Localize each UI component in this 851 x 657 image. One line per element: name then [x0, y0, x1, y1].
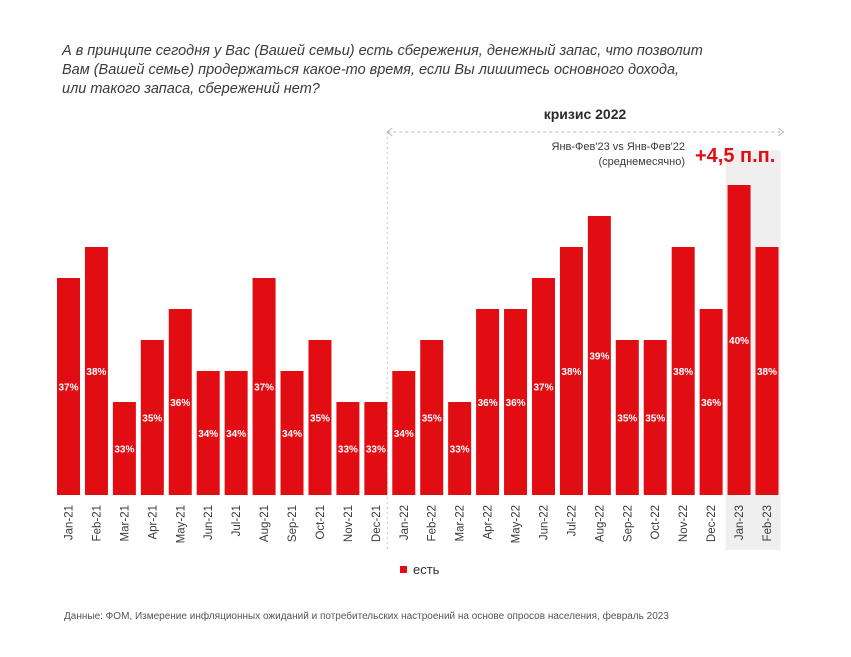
x-tick-label: Jun-22 — [538, 505, 550, 540]
bar — [252, 278, 276, 495]
bar — [308, 340, 332, 495]
bar — [755, 247, 779, 495]
legend: есть — [400, 562, 439, 577]
legend-swatch — [400, 566, 407, 573]
delta-value: +4,5 п.п. — [695, 145, 776, 167]
data-label: 35% — [645, 414, 665, 425]
x-tick-label: Feb-22 — [427, 505, 439, 541]
data-label: 33% — [338, 445, 358, 456]
x-tick-label: Nov-21 — [343, 505, 355, 542]
bar — [671, 247, 695, 495]
x-tick-label: Oct-22 — [650, 505, 662, 540]
data-label: 36% — [170, 398, 190, 409]
x-tick-label: May-21 — [175, 505, 187, 543]
bar — [84, 247, 108, 495]
data-label: 35% — [617, 414, 637, 425]
x-tick-label: Sep-22 — [622, 505, 634, 542]
source-note: Данные: ФОМ, Измерение инфляционных ожид… — [64, 611, 669, 622]
bar — [531, 278, 555, 495]
bar — [57, 278, 80, 495]
comparison-line: (среднемесячно) — [598, 156, 686, 168]
x-tick-label: Sep-21 — [287, 505, 299, 542]
data-label: 34% — [226, 429, 246, 440]
x-tick-label: Feb-23 — [762, 505, 774, 541]
x-tick-label: Apr-21 — [147, 505, 159, 540]
crisis-bracket-arrow-right — [778, 127, 785, 137]
x-tick-label: Jun-21 — [203, 505, 215, 540]
data-label: 38% — [86, 367, 106, 378]
comparison-line: Янв-Фев'23 vs Янв-Фев'22 — [551, 141, 685, 153]
x-tick-label: Dec-22 — [706, 505, 718, 542]
x-tick-label: Jul-22 — [566, 505, 578, 536]
data-label: 37% — [58, 383, 78, 394]
bar — [448, 402, 472, 495]
bar — [224, 371, 248, 495]
data-label: 34% — [394, 429, 414, 440]
data-label: 33% — [366, 445, 386, 456]
data-label: 33% — [450, 445, 470, 456]
data-label: 36% — [478, 398, 498, 409]
x-tick-label: Jan-23 — [734, 505, 746, 540]
x-tick-label: Apr-22 — [483, 505, 495, 540]
data-label: 34% — [198, 429, 218, 440]
bar — [643, 340, 667, 495]
data-label: 35% — [310, 414, 330, 425]
question-line: Вам (Вашей семье) продержаться какое-то … — [62, 62, 680, 78]
x-tick-label: Feb-21 — [91, 505, 103, 541]
question-line: А в принципе сегодня у Вас (Вашей семьи)… — [62, 43, 703, 59]
data-label: 34% — [282, 429, 302, 440]
data-label: 33% — [114, 445, 134, 456]
x-tick-label: Dec-21 — [371, 505, 383, 542]
x-tick-label: Jan-21 — [64, 505, 76, 540]
comparison-note: Янв-Фев'23 vs Янв-Фев'22 (среднемесячно) — [520, 140, 685, 170]
data-label: 38% — [561, 367, 581, 378]
question-text: А в принципе сегодня у Вас (Вашей семьи)… — [62, 42, 742, 99]
x-tick-label: Nov-22 — [678, 505, 690, 542]
bar — [336, 402, 360, 495]
x-tick-label: Mar-22 — [455, 505, 467, 541]
data-label: 37% — [533, 383, 553, 394]
x-tick-label: Aug-21 — [259, 505, 271, 542]
crisis-label: кризис 2022 — [543, 106, 627, 122]
data-label: 38% — [757, 367, 777, 378]
bar — [699, 309, 723, 495]
bar — [476, 309, 500, 495]
bar — [392, 371, 416, 495]
bar — [504, 309, 528, 495]
x-tick-label: Oct-21 — [315, 505, 327, 540]
x-tick-label: May-22 — [511, 505, 523, 543]
data-label: 36% — [701, 398, 721, 409]
bar — [587, 216, 611, 495]
question-line: или такого запаса, сбережений нет? — [62, 81, 320, 97]
data-label: 35% — [422, 414, 442, 425]
x-tick-label: Mar-21 — [119, 505, 131, 541]
bar — [140, 340, 164, 495]
bar — [196, 371, 220, 495]
bar — [615, 340, 639, 495]
bar — [280, 371, 304, 495]
bar — [559, 247, 583, 495]
bar — [168, 309, 192, 495]
data-label: 36% — [506, 398, 526, 409]
bar — [112, 402, 136, 495]
x-tick-label: Jan-22 — [399, 505, 411, 540]
x-tick-label: Jul-21 — [231, 505, 243, 536]
legend-label: есть — [413, 562, 440, 577]
bar — [364, 402, 388, 495]
data-label: 40% — [729, 336, 749, 347]
data-label: 35% — [142, 414, 162, 425]
data-label: 37% — [254, 383, 274, 394]
x-tick-label: Aug-22 — [594, 505, 606, 542]
data-label: 39% — [589, 352, 609, 363]
data-label: 38% — [673, 367, 693, 378]
bar — [727, 185, 751, 495]
bar — [420, 340, 444, 495]
